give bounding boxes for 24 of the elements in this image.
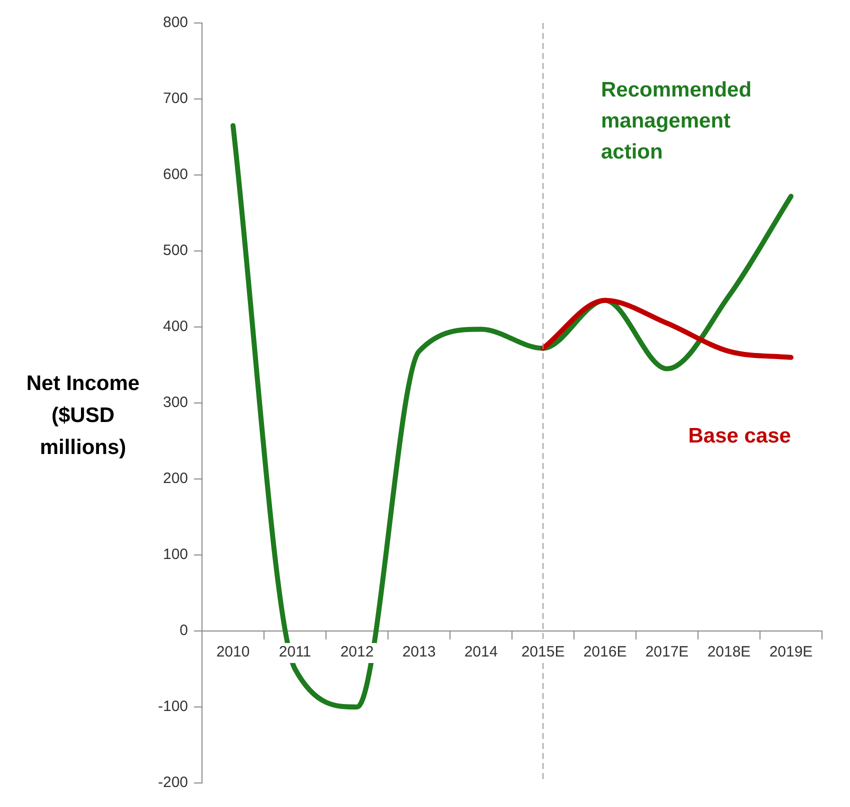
x-tick-label: 2011 <box>278 644 312 661</box>
x-tick-label: 2015E <box>521 644 565 661</box>
x-tick-label: 2019E <box>769 644 813 661</box>
text: Base case <box>688 424 791 448</box>
y-axis-title: Net Income ($USD millions) <box>25 371 141 461</box>
y-tick-label: 600 <box>162 166 188 184</box>
x-tick-label: 2016E <box>583 644 627 661</box>
x-tick-label: 2013 <box>402 644 436 661</box>
x-tick-label: 2018E <box>707 644 751 661</box>
y-tick-label: 0 <box>180 622 188 640</box>
y-tick-label: 200 <box>162 470 188 488</box>
y-tick-label: 300 <box>162 394 188 412</box>
y-tick-label: 700 <box>162 90 188 108</box>
y-tick-label: 100 <box>162 546 188 564</box>
x-tick-label: 2012 <box>340 644 374 661</box>
y-tick-label: -100 <box>158 698 188 716</box>
y-tick-label: 500 <box>162 242 188 260</box>
x-tick-label: 2017E <box>645 644 689 661</box>
y-tick-label: 800 <box>162 14 188 32</box>
x-tick-label: 2010 <box>216 644 250 661</box>
y-tick-label: -200 <box>158 774 188 792</box>
y-tick-label: 400 <box>162 318 188 336</box>
text: Recommended management action <box>601 78 752 164</box>
x-tick-label: 2014 <box>464 644 498 661</box>
